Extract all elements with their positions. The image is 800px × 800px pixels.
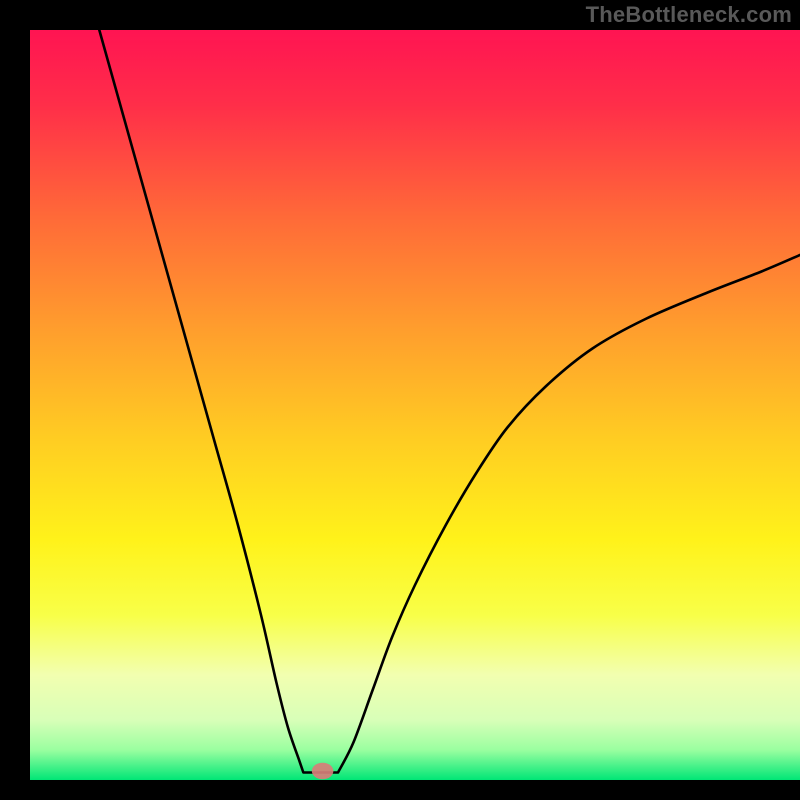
plot-gradient: [30, 30, 800, 780]
bottleneck-chart: [0, 0, 800, 800]
optimal-point-marker: [312, 763, 334, 780]
chart-container: TheBottleneck.com: [0, 0, 800, 800]
